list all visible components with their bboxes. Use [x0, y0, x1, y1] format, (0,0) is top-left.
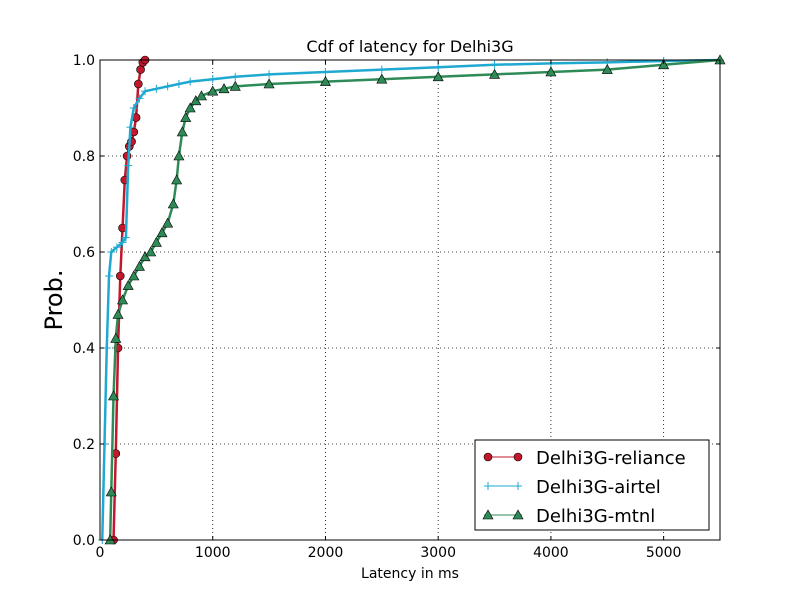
- data-point-delhi3g-mtnl: [173, 150, 185, 161]
- data-point-delhi3g-mtnl: [162, 217, 174, 228]
- data-point-delhi3g-airtel: [126, 123, 135, 132]
- data-point-delhi3g-mtnl: [184, 102, 196, 113]
- y-tick-label: 0.4: [73, 341, 95, 357]
- data-point-delhi3g-airtel: [105, 272, 114, 280]
- x-axis-label: Latency in ms: [361, 566, 459, 582]
- x-tick-label: 0: [96, 545, 105, 561]
- y-axis-label: Prob.: [40, 270, 68, 331]
- data-point-delhi3g-mtnl: [112, 308, 124, 319]
- data-point-delhi3g-airtel: [321, 68, 330, 76]
- data-point-delhi3g-reliance: [134, 79, 143, 89]
- data-point-delhi3g-airtel: [107, 248, 116, 256]
- x-tick-label: 1000: [195, 545, 231, 561]
- data-point-delhi3g-mtnl: [110, 332, 122, 343]
- data-point-delhi3g-mtnl: [145, 246, 157, 257]
- data-point-delhi3g-mtnl: [376, 73, 388, 84]
- series-line-delhi3g-airtel: [101, 58, 721, 541]
- data-point-delhi3g-airtel: [124, 161, 133, 170]
- data-point-delhi3g-airtel: [208, 75, 217, 84]
- data-point-delhi3g-reliance: [115, 271, 125, 281]
- data-point-delhi3g-airtel: [121, 233, 130, 242]
- legend: Delhi3G-reliance Delhi3G-airtel Delhi3G-mt…: [474, 439, 710, 531]
- data-point-delhi3g-mtnl: [489, 68, 501, 79]
- y-tick-label: 0.2: [73, 437, 95, 453]
- data-point-delhi3g-mtnl: [176, 126, 188, 137]
- data-point-delhi3g-airtel: [118, 238, 127, 247]
- data-point-delhi3g-mtnl: [122, 279, 134, 290]
- series-layer: [98, 54, 726, 545]
- legend-marker-start-delhi3g-reliance: [483, 452, 493, 462]
- data-point-delhi3g-mtnl: [133, 260, 145, 271]
- series-delhi3g-mtnl: [104, 54, 726, 545]
- y-tick-label: 0.8: [73, 149, 95, 165]
- data-point-delhi3g-mtnl: [601, 63, 613, 74]
- data-point-delhi3g-airtel: [490, 60, 499, 69]
- data-point-delhi3g-airtel: [434, 63, 443, 72]
- x-tick-label: 3000: [420, 545, 456, 561]
- data-point-delhi3g-airtel: [186, 77, 195, 86]
- data-point-delhi3g-mtnl: [263, 78, 275, 89]
- x-tick-label: 2000: [308, 545, 344, 561]
- data-point-delhi3g-mtnl: [195, 90, 207, 101]
- legend-label-delhi3g-airtel: Delhi3G-airtel: [536, 477, 661, 498]
- data-point-delhi3g-mtnl: [658, 59, 670, 70]
- ticks-layer: 0 1000 2000 3000 4000 5000 0.0 0.2 0.4 0.6 0.8 1.0: [73, 53, 720, 561]
- legend-marker-start-delhi3g-mtnl: [482, 509, 494, 520]
- data-point-delhi3g-mtnl: [432, 71, 444, 82]
- legend-label-delhi3g-reliance: Delhi3G-reliance: [536, 448, 686, 469]
- data-point-delhi3g-mtnl: [167, 198, 179, 209]
- data-point-delhi3g-airtel: [141, 87, 150, 96]
- legend-marker-end-delhi3g-airtel: [514, 482, 522, 490]
- data-point-delhi3g-mtnl: [117, 294, 129, 305]
- data-point-delhi3g-mtnl: [171, 174, 183, 185]
- data-point-delhi3g-airtel: [377, 65, 386, 74]
- x-tick-label: 5000: [646, 545, 682, 561]
- data-point-delhi3g-mtnl: [128, 270, 140, 281]
- data-point-delhi3g-airtel: [231, 72, 240, 81]
- grid-layer: [100, 60, 720, 540]
- y-tick-label: 1.0: [73, 53, 95, 69]
- data-point-delhi3g-airtel: [135, 94, 144, 103]
- data-point-delhi3g-mtnl: [207, 85, 219, 96]
- data-point-delhi3g-airtel: [163, 82, 172, 91]
- chart-title: Cdf of latency for Delhi3G: [306, 37, 513, 56]
- series-line-delhi3g-mtnl: [108, 58, 721, 541]
- legend-label-delhi3g-mtnl: Delhi3G-mtnl: [536, 506, 655, 527]
- data-point-delhi3g-airtel: [112, 243, 121, 252]
- data-point-delhi3g-mtnl: [319, 75, 331, 86]
- data-point-delhi3g-mtnl: [150, 236, 162, 247]
- data-point-delhi3g-mtnl: [108, 390, 120, 401]
- y-tick-label: 0.6: [73, 245, 95, 261]
- legend-marker-end-delhi3g-mtnl: [512, 509, 524, 520]
- x-tick-label: 4000: [533, 545, 569, 561]
- y-tick-label: 0.0: [73, 533, 95, 549]
- data-point-delhi3g-reliance: [136, 65, 145, 74]
- data-point-delhi3g-airtel: [129, 104, 138, 112]
- data-point-delhi3g-mtnl: [229, 80, 241, 91]
- data-point-delhi3g-airtel: [265, 70, 274, 79]
- data-point-delhi3g-airtel: [102, 344, 111, 352]
- data-point-delhi3g-airtel: [174, 80, 183, 88]
- legend-marker-end-delhi3g-reliance: [513, 452, 523, 462]
- data-point-delhi3g-mtnl: [105, 486, 117, 497]
- series-delhi3g-airtel: [98, 56, 724, 544]
- data-point-delhi3g-mtnl: [218, 83, 230, 94]
- data-point-delhi3g-mtnl: [180, 111, 192, 122]
- data-point-delhi3g-mtnl: [545, 66, 557, 77]
- legend-marker-start-delhi3g-airtel: [484, 482, 492, 490]
- data-point-delhi3g-airtel: [152, 84, 161, 93]
- data-point-delhi3g-mtnl: [156, 227, 168, 238]
- plot-frame: [99, 59, 721, 541]
